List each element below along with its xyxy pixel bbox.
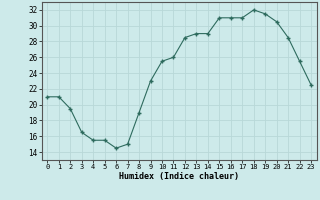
X-axis label: Humidex (Indice chaleur): Humidex (Indice chaleur) xyxy=(119,172,239,181)
